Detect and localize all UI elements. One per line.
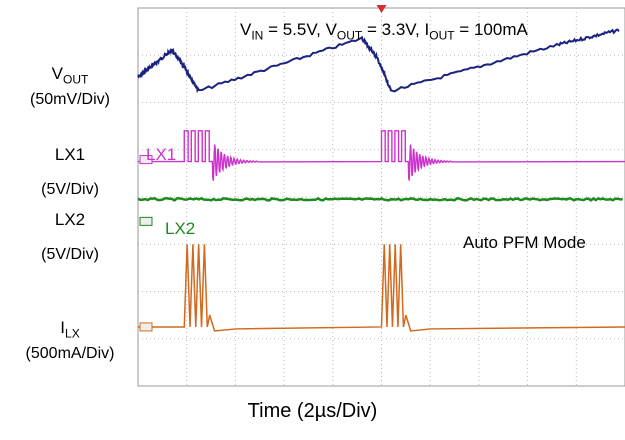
channel-ground-marker [139,322,153,332]
channel-ground-marker [139,216,153,226]
x-axis-label: Time (2µs/Div) [247,400,378,422]
ilx-trace [138,244,625,332]
lx1-trace-label: LX1 [146,145,177,164]
lx1-trace [138,130,625,181]
vout-channel-label: VOUT (50mV/Div) [29,64,110,109]
lx2-trace-label: LX2 [165,219,196,238]
test-conditions: VIN = 5.5V, VOUT = 3.3V, IOUT = 100mA [240,20,528,43]
lx2-channel-label: LX2 (5V/Div) [41,210,99,263]
ilx-channel-label: ILX (500mA/Div) [25,318,115,363]
lx2-trace [137,196,623,202]
channel-ground-marker [139,155,153,165]
lx1-channel-label: LX1 (5V/Div) [41,145,99,198]
trigger-marker [376,5,387,13]
mode-label: Auto PFM Mode [463,233,586,252]
vout-trace [137,28,620,94]
